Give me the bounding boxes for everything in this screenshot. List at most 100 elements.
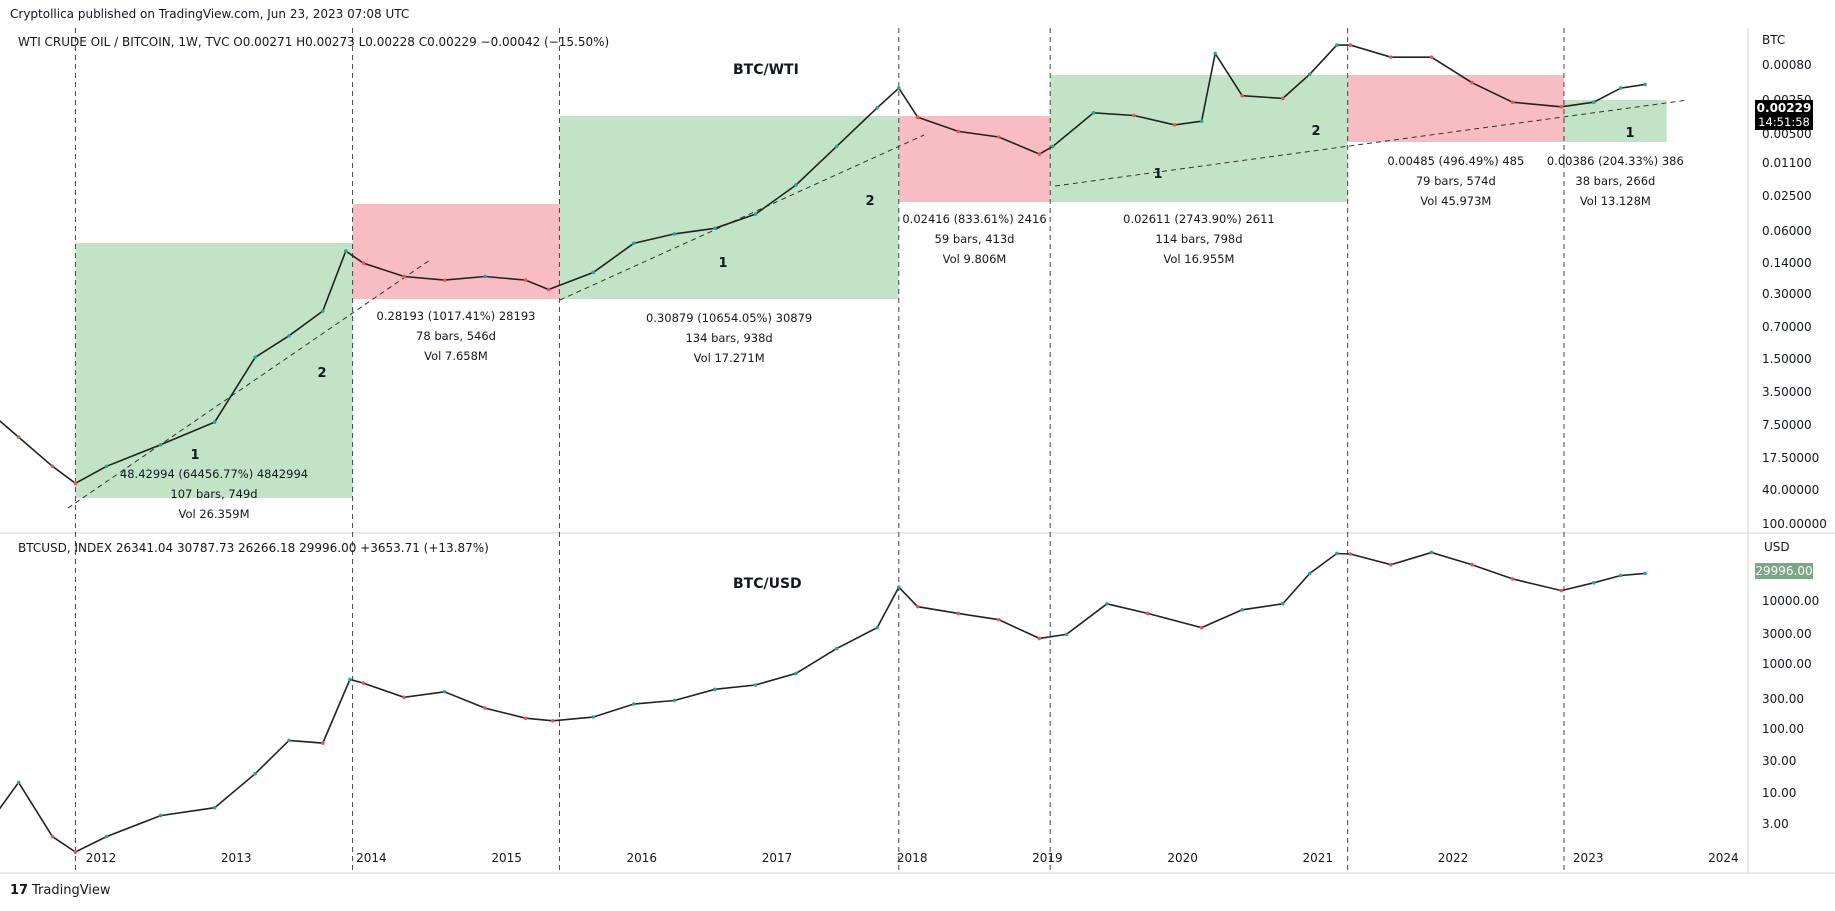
bottom-y-tick-0: 10000.00: [1762, 594, 1819, 608]
top-y-tick-10: 3.50000: [1762, 385, 1812, 399]
btc-wti-line-point-37: [1240, 93, 1244, 98]
bottom-y-tick-6: 10.00: [1762, 786, 1796, 800]
btc-wti-line-point-6: [158, 442, 163, 447]
range-box-1[interactable]: [75, 243, 353, 498]
wave-mark-3-1: 1: [718, 256, 727, 271]
top-y-tick-2: 0.00500: [1762, 127, 1812, 141]
range-box-2[interactable]: [352, 204, 560, 299]
btc-usd-line-point-23: [834, 646, 839, 651]
box-1-stat-3: Vol 26.359M: [178, 507, 249, 521]
btc-usd-line-point-15: [523, 716, 528, 721]
range-box-4[interactable]: [898, 116, 1051, 202]
btc-usd-line-point-8: [287, 738, 291, 743]
btc-usd-line[interactable]: [0, 551, 1646, 886]
btc-wti-line-point-12: [361, 261, 366, 265]
btc-usd-line-point-29: [1037, 636, 1042, 641]
btc-usd-line-point-11: [361, 681, 366, 685]
x-tick-2021: 2021: [1303, 851, 1334, 865]
btc-wti-line-point-46: [1559, 104, 1564, 109]
trendlines: [67, 99, 1689, 509]
box-6-stat-3: Vol 45.973M: [1420, 194, 1491, 208]
btc-wti-line-point-25: [875, 106, 879, 110]
btc-usd-line-point-36: [1308, 571, 1312, 576]
x-tick-2017: 2017: [762, 851, 793, 865]
btc-usd-line-point-2: [50, 834, 55, 839]
range-box-3[interactable]: [559, 116, 899, 299]
box-2-stat-1: 0.28193 (1017.41%) 28193: [377, 309, 536, 323]
box-6-stat-1: 0.00485 (496.49%) 485: [1387, 154, 1524, 168]
btc-usd-line-point-4: [104, 834, 109, 839]
top-countdown: 14:51:58: [1758, 115, 1810, 129]
btc-usd-line-point-41: [1470, 562, 1474, 567]
btc-usd-line-point-5: [158, 813, 163, 818]
btc-usd-line-point-30: [1064, 632, 1069, 637]
btc-wti-line-point-11: [344, 249, 348, 253]
btc-wti-line-point-3: [50, 464, 55, 469]
box-5-stat-3: Vol 16.955M: [1163, 252, 1234, 266]
btc-usd-line-point-1: [16, 780, 21, 785]
btc-wti-line-point-40: [1335, 43, 1339, 47]
range-boxes: [75, 75, 1667, 498]
bottom-axis-unit: USD: [1764, 540, 1790, 554]
tradingview-logo-icon[interactable]: 17: [10, 883, 28, 898]
bottom-y-tick-4: 100.00: [1762, 722, 1804, 736]
btc-wti-line-point-30: [1037, 152, 1042, 156]
wave-mark-5-1: 1: [1153, 167, 1162, 182]
btc-wti-line[interactable]: [0, 44, 1646, 524]
top-price-tag: [1755, 100, 1813, 130]
btc-wti-line-point-32: [1091, 110, 1096, 115]
bottom-last-price: 29996.00: [1755, 564, 1812, 578]
btc-usd-line-point-9: [321, 741, 325, 745]
range-box-5[interactable]: [1050, 75, 1348, 202]
box-1-stat-1: 48.42994 (64456.77%) 4842994: [120, 467, 308, 481]
btc-usd-line-point-46: [1643, 571, 1647, 576]
btc-wti-line-point-15: [483, 274, 487, 279]
btc-usd-line-point-44: [1591, 581, 1596, 585]
top-axis-unit: BTC: [1762, 33, 1785, 47]
btc-wti-line-point-49: [1643, 82, 1647, 87]
btc-wti-line-point-8: [253, 355, 258, 360]
btc-usd-line-point-10: [348, 677, 352, 682]
btc-usd-line-point-45: [1618, 573, 1623, 578]
btc-wti-line-point-44: [1470, 80, 1474, 85]
btc-wti-series: [0, 43, 1647, 524]
btc-wti-line-point-9: [287, 333, 291, 338]
bottom-y-tick-5: 30.00: [1762, 754, 1796, 768]
btc-usd-line-point-31: [1105, 601, 1109, 606]
btc-wti-line-point-20: [672, 232, 677, 236]
top-y-tick-12: 17.50000: [1762, 451, 1819, 465]
grid-lines: [0, 28, 1835, 874]
btc-wti-line-point-2: [16, 435, 21, 439]
btc-wti-line-point-27: [915, 115, 920, 120]
x-tick-2013: 2013: [221, 851, 252, 865]
x-tick-2020: 2020: [1167, 851, 1198, 865]
top-y-tick-13: 40.00000: [1762, 483, 1819, 497]
btc-wti-line-point-42: [1389, 55, 1393, 59]
btc-usd-line-point-22: [794, 671, 798, 676]
btc-wti-line-point-16: [523, 278, 528, 282]
top-y-tick-9: 1.50000: [1762, 352, 1812, 366]
btc-usd-line-point-24: [875, 625, 879, 630]
box-5-stat-2: 114 bars, 798d: [1155, 232, 1242, 246]
btc-wti-line-point-31: [1051, 144, 1055, 149]
top-pane-legend[interactable]: WTI CRUDE OIL / BITCOIN, 1W, TVC O0.0027…: [18, 35, 609, 49]
range-box-7[interactable]: [1563, 100, 1667, 142]
btc-usd-line-point-17: [591, 715, 596, 719]
btc-usd-line-point-40: [1429, 550, 1434, 555]
bottom-pane-legend[interactable]: BTCUSD, INDEX 26341.04 30787.73 26266.18…: [18, 541, 489, 555]
btc-usd-line-point-39: [1389, 562, 1393, 567]
range-box-6[interactable]: [1347, 75, 1564, 142]
wave-mark-7-1: 1: [1625, 126, 1634, 141]
x-tick-2015: 2015: [491, 851, 522, 865]
tradingview-brand[interactable]: TradingView: [31, 883, 111, 898]
btc-wti-line-point-18: [591, 270, 596, 275]
wave-mark-5-2: 2: [1311, 124, 1320, 139]
btc-usd-line-point-13: [442, 689, 447, 694]
btc-wti-line-point-35: [1199, 119, 1204, 124]
btc-usd-line-point-42: [1510, 577, 1515, 581]
btc-wti-line-point-23: [794, 183, 798, 187]
btc-usd-line-point-25: [896, 585, 901, 590]
btc-usd-line-point-43: [1559, 588, 1564, 593]
btc-usd-line-point-27: [956, 611, 961, 616]
btc-wti-line-point-47: [1591, 100, 1596, 105]
